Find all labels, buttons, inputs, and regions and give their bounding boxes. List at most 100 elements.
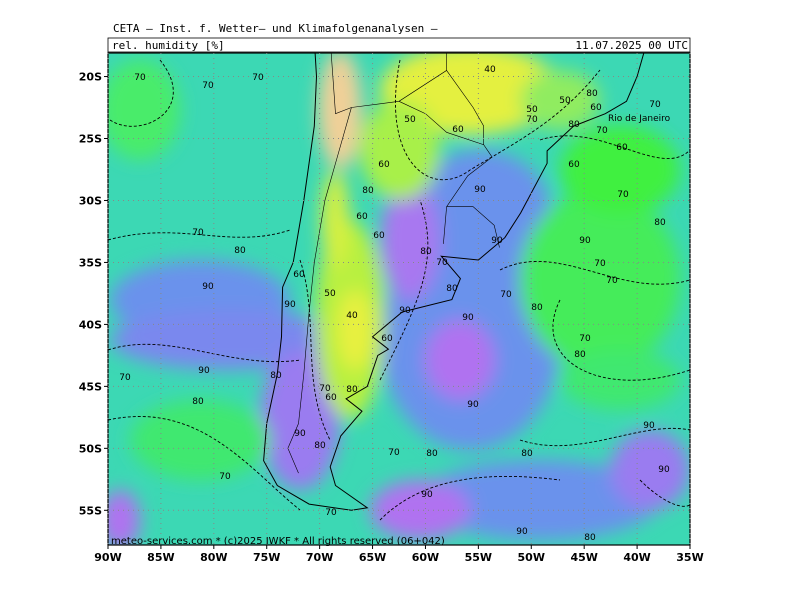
contour-label: 70 [596,126,608,136]
contour-label: 70 [500,290,512,300]
contour-label: 80 [234,246,246,256]
contour-label: 80 [568,120,580,130]
x-tick-label: 85W [147,551,174,564]
contour-label: 80 [270,371,282,381]
contour-label: 60 [356,212,368,222]
y-tick-label: 35S [79,256,102,269]
contour-labels: 70 70704050605050806080707070606060806060… [119,65,670,543]
contour-label: 90 [658,465,670,475]
contour-label: 70 [526,115,538,125]
border-path [446,206,500,248]
contour-label: 70 [436,258,448,268]
contour-label: 70 [617,190,629,200]
contour-label: 70 [579,334,591,344]
contour-label: 80 [192,397,204,407]
contour-label: 80 [314,441,326,451]
x-tick-label: 65W [359,551,386,564]
figure-title: CETA — Inst. f. Wetter— und Klimafolgena… [113,22,438,35]
coast-path [263,53,645,511]
contour-label: 40 [346,311,358,321]
y-tick-label: 45S [79,380,102,393]
x-tick-label: 80W [200,551,227,564]
x-tick-label: 90W [94,551,121,564]
contour-label: 80 [531,303,543,313]
x-tick-label: 70W [306,551,333,564]
contour-label: 90 [284,300,296,310]
contour-label: 90 [467,400,479,410]
contour-label: 90 [516,527,528,537]
contour-label: 80 [574,350,586,360]
contour-label: 80 [346,385,358,395]
contour-label: 90 [474,185,486,195]
contour-label: 70 [606,276,618,286]
contour-label: 80 [420,247,432,257]
contour-label: 50 [559,96,571,106]
contour-label: 80 [521,449,533,459]
contour-label: 60 [373,231,385,241]
contour-label: 70 [219,472,231,482]
variable-label: rel. humidity [%] [112,39,225,52]
contour-label: 60 [378,160,390,170]
x-tick-label: 60W [412,551,439,564]
x-tick-label: 45W [570,551,597,564]
x-tick-label: 50W [518,551,545,564]
contour-label: 80 [426,449,438,459]
contour-label: 90 [399,306,411,316]
contour-label: 80 [362,186,374,196]
contour-label: 70 [319,384,331,394]
contour-label: 80 [586,89,598,99]
contour-label: 70 [252,73,264,83]
coastline [263,53,645,511]
contour-label: 50 [324,289,336,299]
credit: meteo-services.com * (c)2025 IWKF * All … [111,536,445,547]
contour-label: 60 [381,334,393,344]
x-tick-label: 55W [465,551,492,564]
contour-label: 90 [462,313,474,323]
contour-label: 60 [590,103,602,113]
y-tick-label: 40S [79,318,102,331]
contour-label: 50 [404,115,416,125]
contour-label: 70 [649,100,661,110]
x-tick-label: 35W [676,551,703,564]
field [108,53,690,545]
contour-label: 60 [325,393,337,403]
contour-label: 80 [446,284,458,294]
place-label: Rio de Janeiro [608,114,671,124]
contour-label: 80 [584,533,596,543]
border-path [446,70,484,145]
y-tick-label: 50S [79,442,102,455]
contour-label: 60 [568,160,580,170]
border-path [398,101,493,244]
contour-label: 90 [491,236,503,246]
contour-label: 90 [643,421,655,431]
border-path [287,107,352,474]
contour-label: 80 [654,218,666,228]
contour-label: 40 [484,65,496,75]
graticule: 90W 85W 80W 75W 70W 65W 60W 55W 50W 45W 40W 35W 20S 2… [79,53,704,564]
contour-label: 60 [452,125,464,135]
contour-label: 70 [134,73,146,83]
border-path [330,53,447,115]
contour-label: 90 [198,366,210,376]
contour-label: 70 [192,228,204,238]
contour-label: 70 [325,508,337,518]
contours [108,59,690,521]
y-tick-label: 30S [79,194,102,207]
contour-label: 70 [202,81,214,91]
contour-label: 90 [421,490,433,500]
y-tick-label: 20S [79,71,102,84]
contour-label: 70 [594,259,606,269]
x-tick-label: 75W [253,551,280,564]
contour-label: 60 [293,270,305,280]
header-box [107,37,691,53]
x-tick-label: 40W [623,551,650,564]
y-tick-label: 55S [79,504,102,517]
contour-label: 90 [294,429,306,439]
contour-label: 90 [579,236,591,246]
contour-label: 70 [388,448,400,458]
y-tick-label: 25S [79,133,102,146]
contour-label: 70 [119,373,131,383]
contour-label: 90 [202,282,214,292]
valid-time: 11.07.2025 00 UTC [575,39,688,52]
